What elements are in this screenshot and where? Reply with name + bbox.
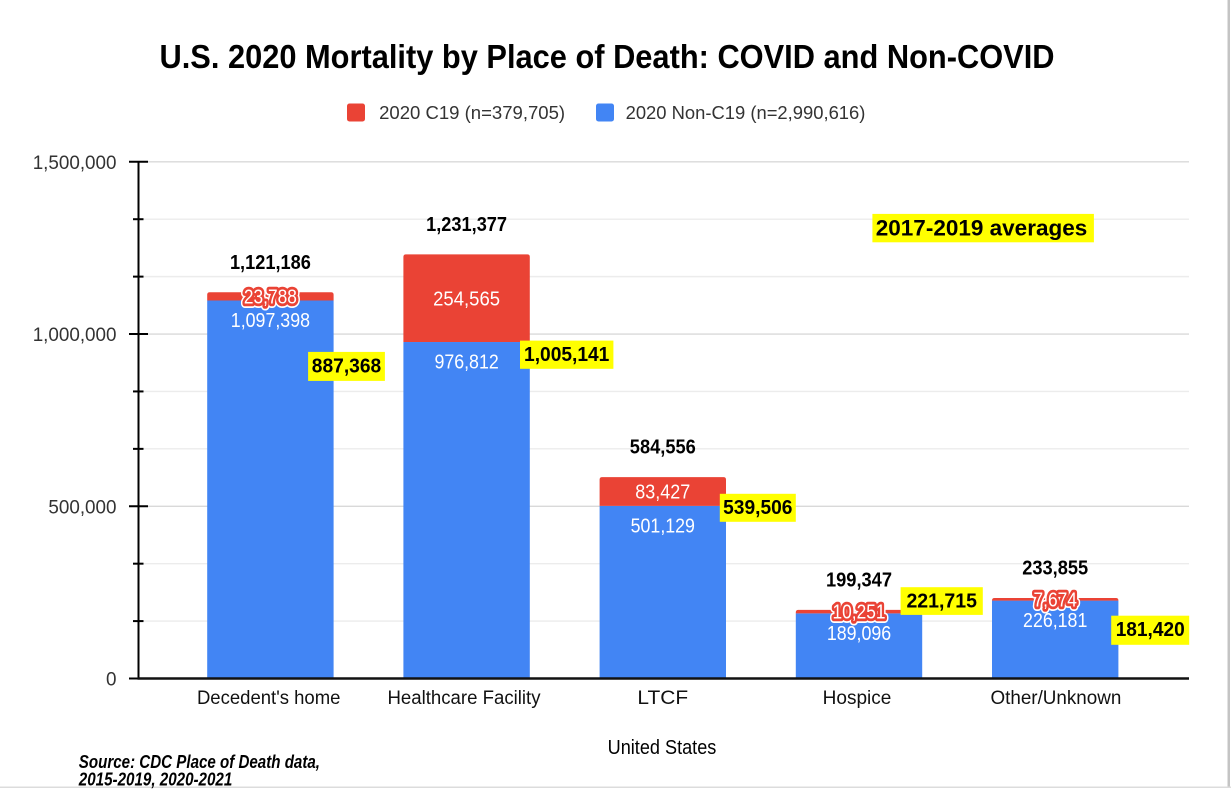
svg-text:2017-2019 averages: 2017-2019 averages bbox=[876, 215, 1088, 240]
svg-text:83,427: 83,427 bbox=[635, 481, 690, 504]
svg-text:500,000: 500,000 bbox=[48, 496, 116, 518]
svg-text:1,121,186: 1,121,186 bbox=[230, 251, 311, 274]
svg-text:1,500,000: 1,500,000 bbox=[33, 152, 117, 174]
svg-text:1,005,141: 1,005,141 bbox=[524, 343, 609, 366]
svg-text:887,368: 887,368 bbox=[312, 354, 381, 377]
svg-text:181,420: 181,420 bbox=[1116, 618, 1185, 641]
svg-text:10,251: 10,251 bbox=[833, 601, 886, 624]
svg-text:226,181: 226,181 bbox=[1023, 609, 1087, 632]
svg-text:23,788: 23,788 bbox=[244, 286, 297, 309]
svg-text:233,855: 233,855 bbox=[1022, 556, 1088, 579]
svg-text:0: 0 bbox=[106, 669, 117, 691]
svg-text:221,715: 221,715 bbox=[906, 590, 977, 613]
svg-text:1,097,398: 1,097,398 bbox=[231, 309, 310, 332]
svg-text:539,506: 539,506 bbox=[723, 496, 792, 519]
svg-text:501,129: 501,129 bbox=[631, 515, 695, 538]
svg-text:2020 Non-C19 (n=2,990,616): 2020 Non-C19 (n=2,990,616) bbox=[626, 103, 866, 123]
svg-text:1,000,000: 1,000,000 bbox=[33, 324, 117, 346]
svg-text:Decedent's home: Decedent's home bbox=[197, 687, 341, 709]
svg-text:7,674: 7,674 bbox=[1034, 588, 1077, 611]
svg-text:2015-2019, 2020-2021: 2015-2019, 2020-2021 bbox=[78, 769, 232, 789]
svg-text:1,231,377: 1,231,377 bbox=[426, 213, 507, 236]
svg-text:U.S. 2020 Mortality by Place o: U.S. 2020 Mortality by Place of Death: C… bbox=[160, 38, 1055, 75]
svg-text:976,812: 976,812 bbox=[434, 351, 498, 374]
svg-text:10,251: 10,251 bbox=[833, 601, 886, 624]
svg-text:254,565: 254,565 bbox=[433, 287, 500, 310]
svg-text:LTCF: LTCF bbox=[637, 687, 688, 709]
svg-text:199,347: 199,347 bbox=[826, 568, 892, 591]
svg-text:189,096: 189,096 bbox=[827, 622, 891, 645]
svg-text:Hospice: Hospice bbox=[823, 687, 892, 709]
svg-text:2020 C19 (n=379,705): 2020 C19 (n=379,705) bbox=[379, 103, 565, 123]
svg-text:United States: United States bbox=[608, 737, 717, 759]
svg-text:Other/Unknown: Other/Unknown bbox=[991, 687, 1122, 709]
svg-text:Source: CDC Place of Death dat: Source: CDC Place of Death data, bbox=[79, 752, 320, 772]
svg-text:Healthcare Facility: Healthcare Facility bbox=[387, 687, 540, 709]
svg-text:7,674: 7,674 bbox=[1034, 588, 1077, 611]
svg-text:23,788: 23,788 bbox=[244, 286, 297, 309]
svg-text:584,556: 584,556 bbox=[630, 436, 696, 459]
